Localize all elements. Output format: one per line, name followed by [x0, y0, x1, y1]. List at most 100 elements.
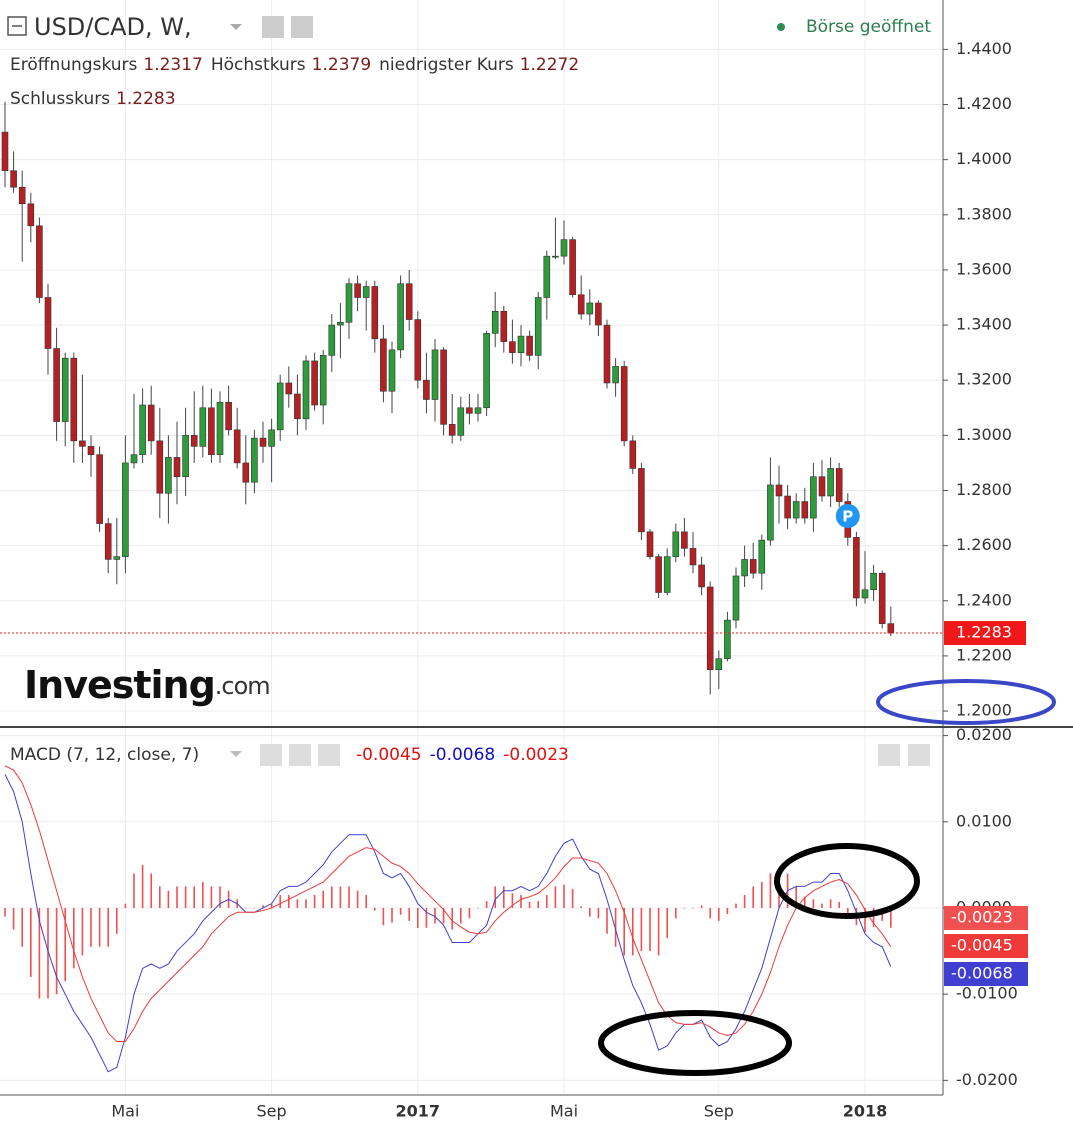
candle-body: [500, 310, 508, 342]
dropdown-arrow[interactable]: [230, 24, 242, 30]
candle-body: [311, 360, 318, 406]
histogram-bar: [485, 901, 488, 908]
histogram-bar: [700, 905, 703, 908]
candle-body: [199, 407, 207, 447]
histogram-bar: [382, 907, 385, 926]
candle-body: [87, 446, 95, 455]
candle-body: [251, 437, 258, 483]
histogram-bar: [47, 907, 49, 999]
histogram-bar: [339, 886, 342, 908]
histogram-bar: [632, 907, 634, 956]
y-tick-label: 0.0100: [956, 811, 1012, 830]
histogram-bar: [417, 907, 419, 928]
histogram-bar: [872, 907, 875, 927]
settings-icon[interactable]: [291, 16, 313, 38]
histogram-bar: [374, 907, 376, 911]
y-tick-label: 1.2200: [956, 645, 1012, 664]
candle-body: [130, 454, 138, 464]
histogram-bar: [12, 907, 15, 930]
move-down-icon[interactable]: [908, 744, 930, 766]
candle-body: [18, 186, 26, 205]
histogram-bar: [81, 907, 84, 956]
y-tick-label: 1.3400: [956, 315, 1012, 334]
histogram-bar: [657, 907, 660, 956]
histogram-bar: [503, 886, 505, 908]
histogram-bar: [425, 907, 428, 928]
histogram-bar: [391, 907, 393, 923]
y-tick-label: 1.3600: [956, 259, 1012, 278]
histogram-bar: [640, 907, 643, 952]
histogram-bar: [537, 901, 539, 908]
settings-icon[interactable]: [289, 744, 311, 766]
histogram-bar: [683, 907, 686, 909]
histogram-bar: [838, 901, 840, 908]
candle-body: [405, 283, 413, 320]
histogram-bar: [718, 907, 720, 921]
y-tick-label: 1.2800: [956, 480, 1012, 499]
candle-body: [810, 476, 817, 519]
histogram-bar: [262, 905, 264, 908]
candle-body: [595, 302, 602, 326]
histogram-bar: [356, 890, 359, 908]
candle-body: [586, 302, 594, 315]
histogram-bar: [692, 907, 694, 909]
ohlc-value: 1.2272: [520, 55, 579, 75]
histogram-bar: [55, 907, 58, 995]
histogram-bar: [219, 886, 221, 908]
histogram-bar: [202, 882, 204, 908]
candle-body: [113, 556, 121, 560]
candle-body: [302, 360, 310, 420]
histogram-bar: [167, 890, 170, 908]
macd-values: -0.0045 -0.0068 -0.0023: [356, 745, 569, 765]
candle-body: [294, 393, 301, 420]
candle-body: [53, 348, 60, 422]
candle-body: [646, 531, 654, 557]
last-value-label: -0.0045: [951, 936, 1013, 955]
candle-body: [139, 404, 146, 455]
candle-body: [569, 239, 576, 296]
eye-icon[interactable]: [262, 16, 284, 38]
collapse-icon[interactable]: [7, 16, 27, 36]
candle-body: [448, 424, 456, 436]
macd-line: [4, 774, 892, 1073]
candle-body: [259, 437, 267, 447]
x-tick-label: Sep: [704, 1102, 734, 1121]
histogram-bar: [623, 907, 625, 956]
close-icon[interactable]: [318, 744, 340, 766]
candle-body: [732, 575, 740, 621]
watermark-domain: .com: [215, 672, 270, 700]
histogram-bar: [90, 907, 92, 947]
watermark-brand: Investing: [24, 663, 215, 707]
ohlc-label: Eröffnungskurs: [10, 55, 138, 75]
candle-body: [681, 531, 688, 549]
candle-body: [423, 379, 430, 400]
histogram-bar: [348, 886, 350, 908]
histogram-bar: [73, 907, 75, 969]
histogram-bar: [546, 895, 548, 908]
x-tick-label: Mai: [111, 1102, 139, 1121]
y-tick-label: 1.4200: [956, 94, 1012, 113]
histogram-bar: [176, 886, 178, 908]
histogram-bar: [847, 907, 849, 915]
signal-value: -0.0045: [356, 745, 422, 765]
x-tick-label: 2018: [843, 1102, 888, 1121]
marker-icon: [835, 504, 860, 528]
candle-body: [397, 283, 404, 351]
status-dot: [777, 23, 785, 31]
dropdown-arrow[interactable]: [230, 751, 242, 757]
candle-body: [509, 341, 516, 353]
y-tick-label: 0.0200: [956, 725, 1012, 744]
candle-body: [603, 324, 611, 384]
histogram-bar: [580, 906, 582, 908]
move-up-icon[interactable]: [878, 744, 900, 766]
candle-body: [156, 440, 164, 494]
histogram-bar: [735, 903, 737, 908]
candle-body: [431, 349, 439, 400]
y-tick-label: 1.2000: [956, 701, 1012, 720]
ohlc-value: 1.2317: [143, 55, 202, 75]
candle-body: [878, 572, 886, 624]
candle-body: [319, 355, 327, 406]
y-tick-label: 1.4000: [956, 149, 1012, 168]
eye-icon[interactable]: [260, 744, 282, 766]
